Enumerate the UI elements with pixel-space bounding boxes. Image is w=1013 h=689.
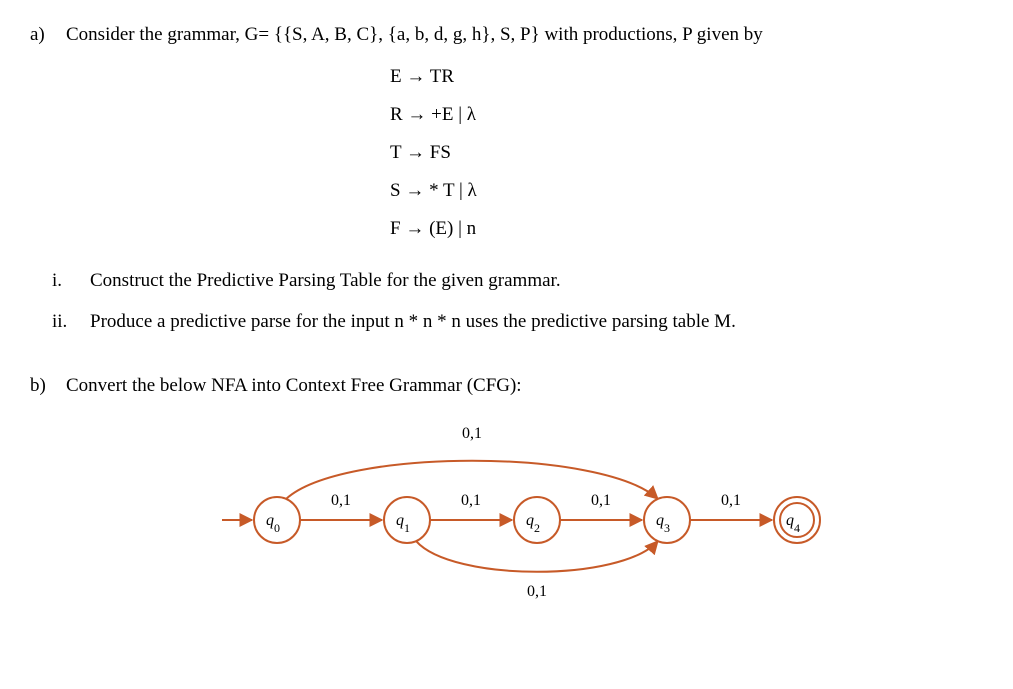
state-circle [644, 497, 690, 543]
sub-ii-text: Produce a predictive parse for the input… [90, 307, 983, 337]
sub-i-label: i. [30, 266, 90, 296]
sub-i-text: Construct the Predictive Parsing Table f… [90, 266, 983, 296]
sub-ii-label: ii. [30, 307, 90, 337]
production-line: T → FS [390, 134, 983, 172]
production-line: R → +E | λ [390, 96, 983, 134]
state-circle [384, 497, 430, 543]
edge-label: 0,1 [462, 425, 482, 442]
production-line: S → * T | λ [390, 172, 983, 210]
state-circle [254, 497, 300, 543]
nfa-diagram: 0,10,10,10,10,10,1q0q1q2q3q4 [167, 410, 847, 600]
part-a-intro: Consider the grammar, G= {{S, A, B, C}, … [66, 20, 983, 50]
edge-label: 0,1 [721, 492, 741, 509]
edge-label: 0,1 [591, 492, 611, 509]
part-b-label: b) [30, 371, 66, 401]
edge-label: 0,1 [461, 492, 481, 509]
part-a-label: a) [30, 20, 66, 50]
edge-arc-bottom [416, 541, 658, 572]
production-line: F → (E) | n [390, 210, 983, 248]
production-line: E → TR [390, 58, 983, 96]
edge-label: 0,1 [527, 583, 547, 600]
productions-block: E → TR R → +E | λ T → FS S → * T | λ F →… [30, 58, 983, 248]
part-b-intro: Convert the below NFA into Context Free … [66, 371, 983, 401]
state-circle [514, 497, 560, 543]
edge-label: 0,1 [331, 492, 351, 509]
